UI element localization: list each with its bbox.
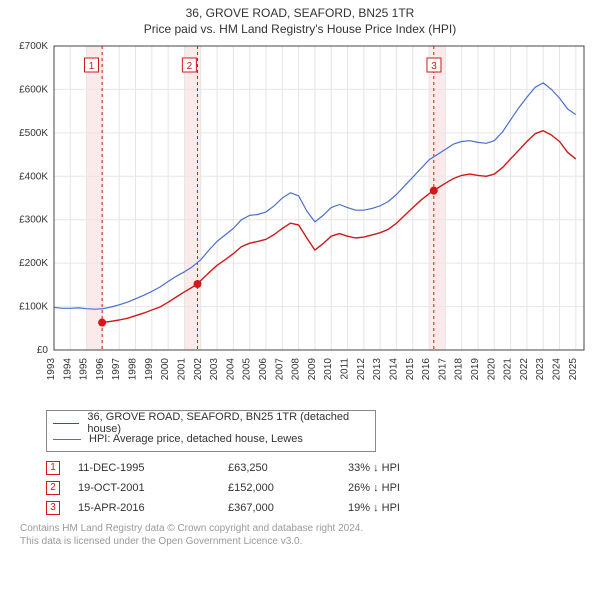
svg-text:2018: 2018 [454,358,465,381]
legend-swatch [53,439,81,440]
legend-label: 36, GROVE ROAD, SEAFORD, BN25 1TR (detac… [87,411,369,435]
svg-text:1995: 1995 [79,358,90,381]
price-chart: £0 £100K £200K £300K £400K £500K £600K £700K 199… [10,40,590,404]
svg-text:2007: 2007 [274,358,285,381]
svg-text:£600K: £600K [19,84,48,95]
legend-box: 36, GROVE ROAD, SEAFORD, BN25 1TR (detac… [46,410,376,452]
attribution: Contains HM Land Registry data © Crown c… [20,522,584,548]
sale-date: 19-OCT-2001 [78,482,228,494]
legend-swatch [53,423,79,424]
sale-marker: 2 [46,481,60,495]
sale-price: £367,000 [228,502,348,514]
svg-text:£200K: £200K [19,258,48,269]
svg-text:2012: 2012 [356,358,367,381]
svg-text:£0: £0 [37,345,49,356]
attribution-line: Contains HM Land Registry data © Crown c… [20,522,584,535]
sale-diff: 33% ↓ HPI [348,462,400,474]
svg-text:2024: 2024 [552,358,563,381]
sale-row: 2 19-OCT-2001 £152,000 26% ↓ HPI [46,478,566,498]
svg-text:2020: 2020 [486,358,497,381]
svg-text:2015: 2015 [405,358,416,381]
svg-text:£700K: £700K [19,41,48,52]
svg-text:2003: 2003 [209,358,220,381]
sale-diff: 19% ↓ HPI [348,502,400,514]
svg-text:2010: 2010 [323,358,334,381]
svg-text:£100K: £100K [19,302,48,313]
svg-text:2023: 2023 [535,358,546,381]
svg-text:£400K: £400K [19,171,48,182]
sales-table: 1 11-DEC-1995 £63,250 33% ↓ HPI 2 19-OCT… [46,458,566,518]
sale-price: £63,250 [228,462,348,474]
svg-text:2016: 2016 [421,358,432,381]
page-title: 36, GROVE ROAD, SEAFORD, BN25 1TR [10,6,590,20]
svg-text:2022: 2022 [519,358,530,381]
svg-text:2017: 2017 [437,358,448,381]
svg-text:2002: 2002 [193,358,204,381]
svg-text:1: 1 [89,61,95,72]
sale-price: £152,000 [228,482,348,494]
svg-text:2001: 2001 [176,358,187,381]
svg-text:1997: 1997 [111,358,122,381]
svg-text:2021: 2021 [503,358,514,381]
sale-date: 15-APR-2016 [78,502,228,514]
svg-text:3: 3 [431,61,437,72]
sale-marker: 3 [46,501,60,515]
svg-text:2: 2 [187,61,193,72]
sale-date: 11-DEC-1995 [78,462,228,474]
sale-marker: 1 [46,461,60,475]
svg-text:2006: 2006 [258,358,269,381]
svg-text:1999: 1999 [144,358,155,381]
svg-text:2009: 2009 [307,358,318,381]
svg-text:2011: 2011 [340,358,351,380]
svg-text:2014: 2014 [388,358,399,381]
svg-text:2000: 2000 [160,358,171,381]
svg-text:2005: 2005 [242,358,253,381]
svg-text:1998: 1998 [128,358,139,381]
svg-text:1996: 1996 [95,358,106,381]
attribution-line: This data is licensed under the Open Gov… [20,535,584,548]
sale-row: 1 11-DEC-1995 £63,250 33% ↓ HPI [46,458,566,478]
svg-text:£300K: £300K [19,215,48,226]
legend-label: HPI: Average price, detached house, Lewe… [89,433,303,445]
svg-text:2004: 2004 [225,358,236,381]
svg-text:£500K: £500K [19,128,48,139]
svg-text:1994: 1994 [62,358,73,381]
sale-row: 3 15-APR-2016 £367,000 19% ↓ HPI [46,498,566,518]
svg-text:2025: 2025 [568,358,579,381]
sale-diff: 26% ↓ HPI [348,482,400,494]
legend-item: 36, GROVE ROAD, SEAFORD, BN25 1TR (detac… [53,415,369,431]
svg-text:2013: 2013 [372,358,383,381]
chart-svg: £0 £100K £200K £300K £400K £500K £600K £700K 199… [10,40,590,404]
svg-text:1993: 1993 [46,358,57,381]
svg-text:2019: 2019 [470,358,481,381]
page-subtitle: Price paid vs. HM Land Registry's House … [10,22,590,36]
svg-text:2008: 2008 [291,358,302,381]
